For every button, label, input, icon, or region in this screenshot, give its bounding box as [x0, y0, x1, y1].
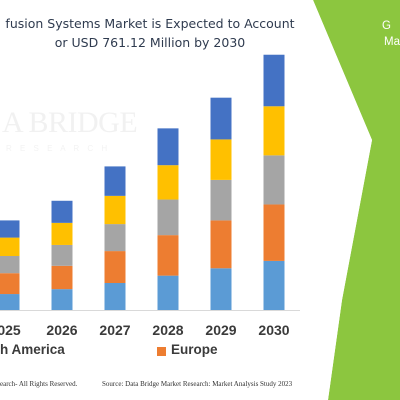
bar-segment-2029-s1 — [210, 220, 232, 269]
bar-segment-2028-s3 — [157, 165, 179, 200]
footer-source: Source: Data Bridge Market Research: Mar… — [102, 380, 293, 388]
bar-segment-2028-s4 — [157, 128, 179, 166]
footer-copyright: earch- All Rights Reserved. — [0, 380, 78, 388]
x-tick-label-2027: 2027 — [99, 322, 130, 338]
watermark-subtext: R E S E A R C H — [6, 144, 111, 153]
side-panel-text: G Ma — [370, 18, 400, 50]
bar-segment-2030-s4 — [263, 54, 285, 107]
x-tick-label-2028: 2028 — [152, 322, 183, 338]
bar-segment-2029-s4 — [210, 97, 232, 140]
x-tick-label-2029: 2029 — [205, 322, 236, 338]
legend-swatch-europe — [157, 347, 166, 356]
side-panel-shape — [313, 0, 400, 400]
bar-segment-2026-s2 — [51, 244, 73, 266]
side-panel-edge — [300, 0, 372, 400]
watermark-text: A BRIDGE — [2, 106, 138, 139]
bar-segment-2027-s1 — [104, 251, 126, 283]
watermark-logo: A BRIDGE R E S E A R C H — [2, 106, 138, 176]
legend-item-north-america: h America — [0, 342, 65, 357]
legend: h America Europe — [0, 342, 300, 362]
legend-item-europe: Europe — [171, 342, 218, 357]
chart-bars — [0, 54, 285, 310]
bar-segment-2028-s2 — [157, 199, 179, 236]
bar-segment-025-s4 — [0, 220, 20, 238]
bar-segment-2030-s0 — [263, 260, 285, 310]
bar-segment-2026-s0 — [51, 289, 73, 310]
bar-segment-2030-s2 — [263, 155, 285, 205]
side-panel-line-2: Ma — [384, 36, 400, 48]
bar-segment-025-s0 — [0, 294, 20, 310]
x-tick-labels: 025 2026 2027 2028 2029 2030 — [0, 322, 290, 338]
side-panel-line-1: G — [382, 20, 391, 32]
bar-segment-2028-s1 — [157, 235, 179, 276]
bar-segment-025-s2 — [0, 256, 20, 274]
bar-segment-025-s1 — [0, 273, 20, 295]
bar-segment-025-s3 — [0, 237, 20, 256]
chart-title: fusion Systems Market is Expected to Acc… — [0, 14, 300, 52]
bar-segment-2027-s2 — [104, 224, 126, 252]
bar-segment-2030-s3 — [263, 106, 285, 156]
bar-segment-2029-s2 — [210, 179, 232, 221]
footer: earch- All Rights Reserved. Source: Data… — [0, 380, 400, 392]
bar-segment-2027-s4 — [104, 166, 126, 196]
bar-segment-2029-s3 — [210, 139, 232, 180]
bar-segment-2026-s3 — [51, 222, 73, 245]
bar-segment-2029-s0 — [210, 268, 232, 310]
bar-segment-2027-s0 — [104, 283, 126, 310]
x-tick-label-2030: 2030 — [258, 322, 289, 338]
bar-segment-2028-s0 — [157, 275, 179, 310]
chart-title-line-1: fusion Systems Market is Expected to Acc… — [5, 16, 295, 31]
bar-segment-2026-s4 — [51, 200, 73, 223]
bar-segment-2030-s1 — [263, 204, 285, 261]
chart-title-line-2: or USD 761.12 Million by 2030 — [54, 35, 246, 50]
bar-segment-2026-s1 — [51, 265, 73, 290]
x-tick-label-025: 025 — [0, 322, 21, 338]
x-tick-label-2026: 2026 — [46, 322, 77, 338]
bar-segment-2027-s3 — [104, 195, 126, 225]
